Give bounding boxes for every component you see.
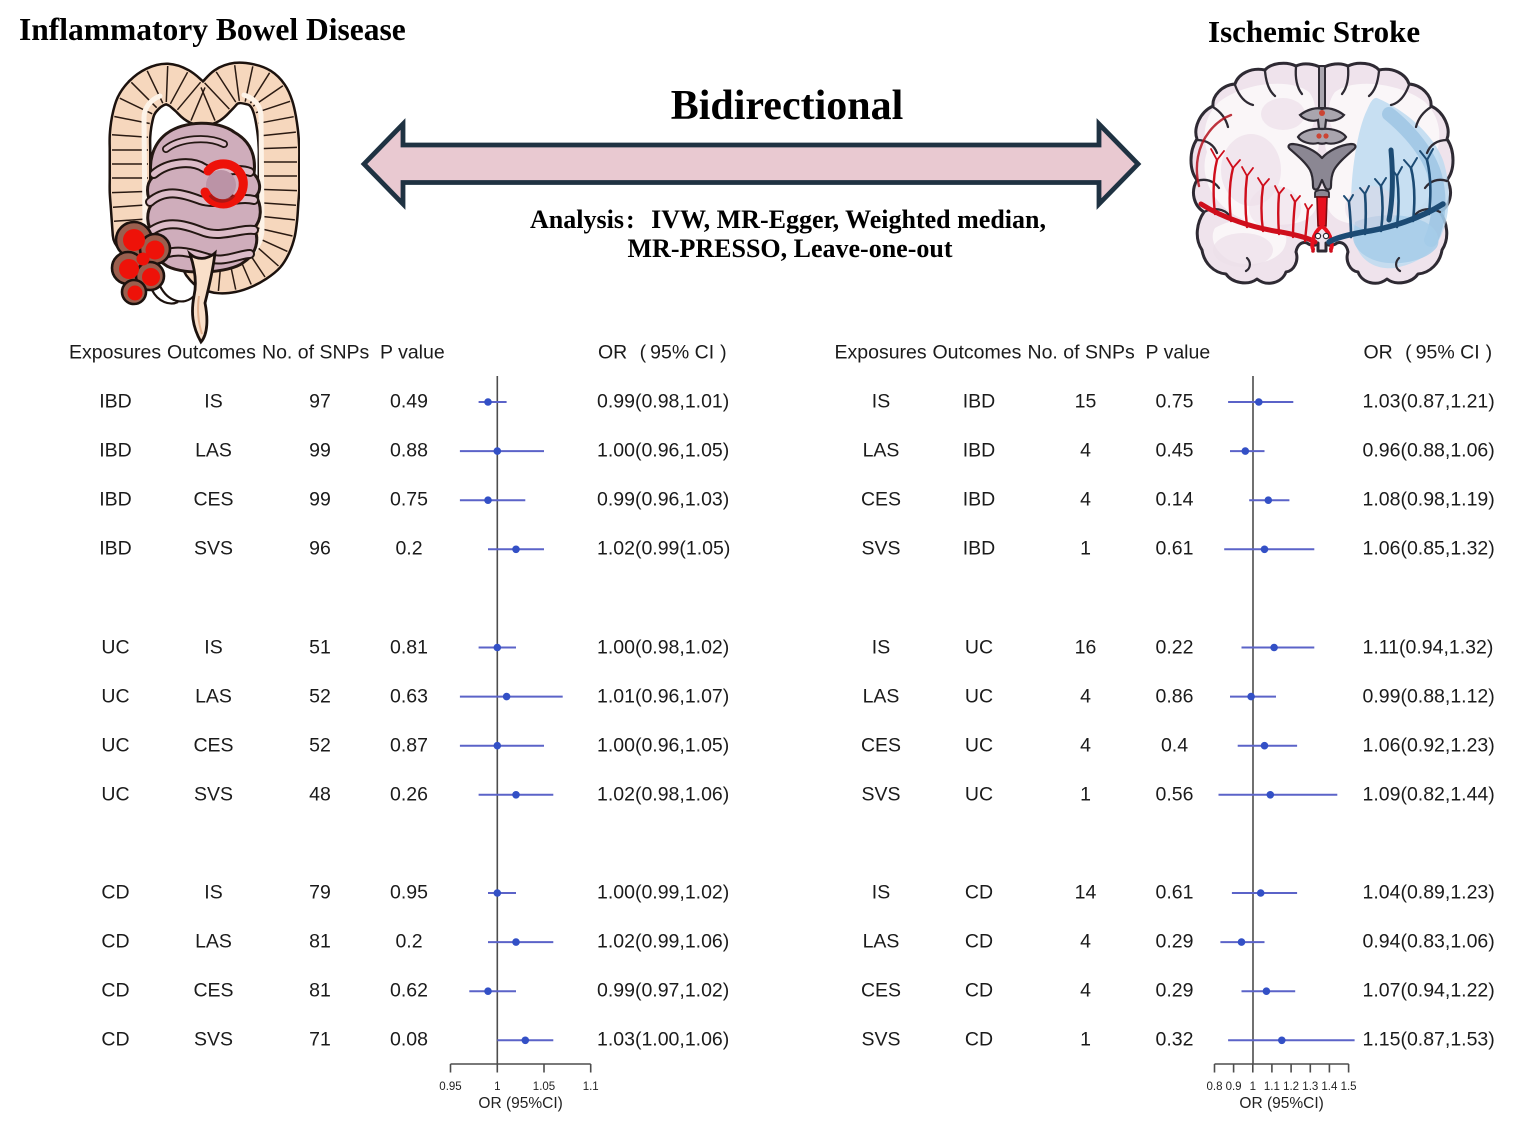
svg-text:OR (95%CI): OR (95%CI) [478, 1095, 562, 1112]
svg-text:1.2: 1.2 [1283, 1081, 1299, 1093]
svg-text:1.5: 1.5 [1341, 1081, 1357, 1093]
svg-text:1.4: 1.4 [1321, 1081, 1338, 1093]
svg-text:1.3: 1.3 [1302, 1081, 1318, 1093]
svg-text:1.1: 1.1 [1264, 1081, 1280, 1093]
svg-text:0.8: 0.8 [1207, 1081, 1223, 1093]
svg-text:OR (95%CI): OR (95%CI) [1239, 1095, 1323, 1112]
svg-text:1.05: 1.05 [533, 1081, 555, 1093]
svg-text:1: 1 [494, 1081, 500, 1093]
svg-text:0.9: 0.9 [1226, 1081, 1242, 1093]
svg-text:0.95: 0.95 [439, 1081, 461, 1093]
svg-text:1.1: 1.1 [583, 1081, 599, 1093]
svg-text:1: 1 [1250, 1081, 1256, 1093]
